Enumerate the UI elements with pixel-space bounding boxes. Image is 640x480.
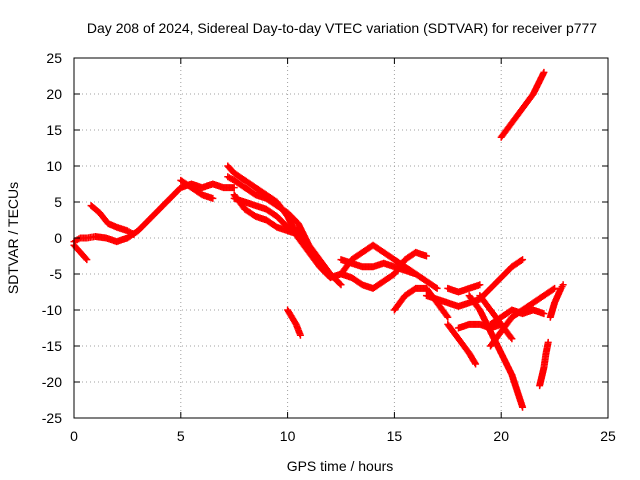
series-marks-trace-14	[444, 281, 484, 296]
series-trace-11	[337, 248, 430, 292]
x-tick-label-0: 0	[70, 428, 78, 444]
series-trace-23	[536, 338, 552, 390]
series-marks-trace-21	[497, 68, 548, 141]
series-trace-9	[284, 306, 304, 339]
x-axis-label: GPS time / hours	[287, 458, 394, 474]
series-marks-trace-22	[546, 281, 567, 321]
x-tick-label-5: 25	[600, 428, 616, 444]
series-trace-21	[497, 68, 548, 141]
series-marks-trace-17	[465, 292, 527, 411]
y-tick-label-10: 25	[46, 50, 62, 66]
series-marks-trace-11	[337, 248, 430, 292]
y-tick-label-4: -5	[50, 266, 63, 282]
y-tick-label-0: -25	[42, 410, 62, 426]
y-tick-label-1: -20	[42, 374, 62, 390]
series-trace-2	[87, 202, 138, 238]
x-tick-label-2: 10	[280, 428, 296, 444]
series-marks-trace-8	[230, 194, 302, 235]
x-tick-label-3: 15	[387, 428, 403, 444]
series-marks-trace-4	[177, 176, 217, 202]
series-trace-14	[444, 281, 484, 296]
y-tick-label-3: -10	[42, 302, 62, 318]
series-trace-20	[487, 306, 548, 328]
y-tick-label-7: 10	[46, 158, 62, 174]
series-trace-4	[177, 176, 217, 202]
series-marks-trace-2	[87, 202, 138, 238]
series-trace-19	[487, 284, 559, 350]
series-trace-7	[230, 191, 324, 271]
y-tick-label-5: 0	[54, 230, 62, 246]
y-tick-label-9: 20	[46, 86, 62, 102]
x-tick-label-4: 20	[493, 428, 509, 444]
series-marks-trace-9	[284, 306, 304, 339]
y-tick-label-2: -15	[42, 338, 62, 354]
series-trace-15	[444, 320, 480, 368]
grid-layer	[74, 58, 608, 418]
series-trace-17	[465, 292, 527, 411]
series-trace-22	[546, 281, 567, 321]
y-tick-label-8: 15	[46, 122, 62, 138]
series-layer	[70, 68, 567, 411]
tick-layer: 0 5 10 15 20 25 -25 -20 -15 -10 -5 0 5 10 15 20 25	[42, 50, 616, 444]
chart-title: Day 208 of 2024, Sidereal Day-to-day VTE…	[87, 20, 597, 36]
y-tick-label-6: 5	[54, 194, 62, 210]
series-trace-8	[230, 194, 302, 235]
series-marks-trace-23	[536, 338, 552, 390]
x-tick-label-1: 5	[177, 428, 185, 444]
series-marks-trace-20	[487, 306, 548, 328]
series-marks-trace-15	[444, 320, 480, 368]
series-marks-trace-7	[230, 191, 324, 271]
y-axis-label: SDTVAR / TECUs	[5, 182, 21, 294]
series-marks-trace-19	[487, 284, 559, 350]
